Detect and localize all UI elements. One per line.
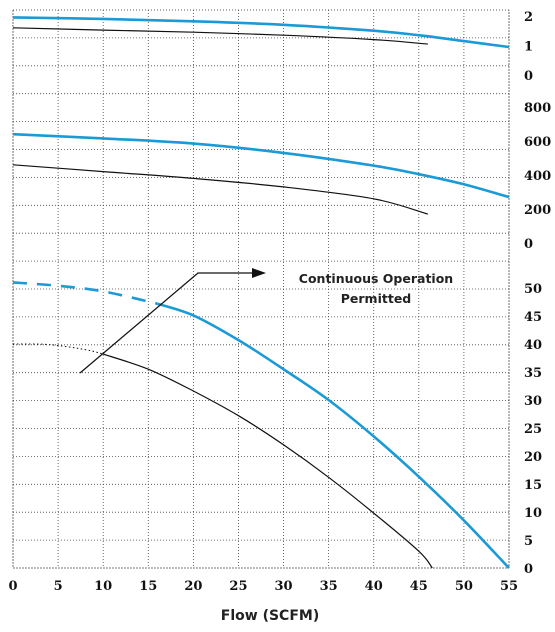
annotation-arrow-line: [79, 272, 252, 374]
y-tick-label: 30: [524, 394, 542, 409]
y-tick-label: 2: [524, 10, 533, 25]
x-tick-label: 0: [8, 579, 17, 594]
x-tick-label: 55: [500, 579, 518, 594]
x-tick-label: 40: [365, 579, 383, 594]
annotation-arrowhead: [252, 268, 266, 278]
tick-labels: 0 5 10 15 20 25 30 35 40 45 50 55210800600400200050…: [8, 10, 551, 594]
plot-frame: [12, 9, 510, 569]
y-tick-label: 45: [524, 310, 542, 325]
x-tick-label: 45: [410, 579, 428, 594]
y-tick-label: 0: [524, 69, 533, 84]
series-line-middle-blue: [12, 132, 510, 199]
series-line-bottom-blue: [156, 302, 510, 569]
y-tick-label: 15: [524, 478, 542, 493]
x-tick-label: 5: [54, 579, 63, 594]
series-line-bottom-blue: [12, 281, 158, 305]
x-axis-title: Flow (SCFM): [221, 608, 319, 624]
y-tick-label: 600: [524, 135, 551, 150]
y-tick-label: 20: [524, 450, 542, 465]
y-tick-label: 25: [524, 422, 542, 437]
x-tick-label: 30: [274, 579, 292, 594]
x-tick-label: 15: [139, 579, 157, 594]
series-line-top-blue: [12, 16, 510, 49]
x-tick-label: 10: [94, 579, 112, 594]
series-line-middle-black: [12, 164, 428, 215]
annotation-line1: Continuous Operation: [299, 271, 453, 286]
y-tick-label: 5: [524, 534, 533, 549]
annotation-line2: Permitted: [341, 291, 412, 306]
series-line-top-black: [12, 27, 428, 45]
y-tick-label: 50: [524, 282, 542, 297]
y-tick-label: 40: [524, 338, 542, 353]
y-tick-label: 400: [524, 169, 551, 184]
y-tick-label: 10: [524, 506, 542, 521]
y-tick-label: 35: [524, 366, 542, 381]
x-tick-label: 35: [320, 579, 338, 594]
y-tick-label: 1: [524, 40, 533, 55]
series-line-bottom-black: [12, 343, 104, 355]
x-tick-label: 25: [229, 579, 247, 594]
series-line-bottom-black: [103, 353, 433, 569]
series-lines: [12, 16, 510, 569]
y-tick-label: 0: [524, 237, 533, 252]
y-tick-label: 800: [524, 101, 551, 116]
annotation: Continuous Operation Permitted: [79, 268, 453, 374]
y-tick-label: 0: [524, 562, 533, 577]
y-tick-label: 200: [524, 203, 551, 218]
x-tick-label: 20: [184, 579, 202, 594]
x-tick-label: 50: [455, 579, 473, 594]
